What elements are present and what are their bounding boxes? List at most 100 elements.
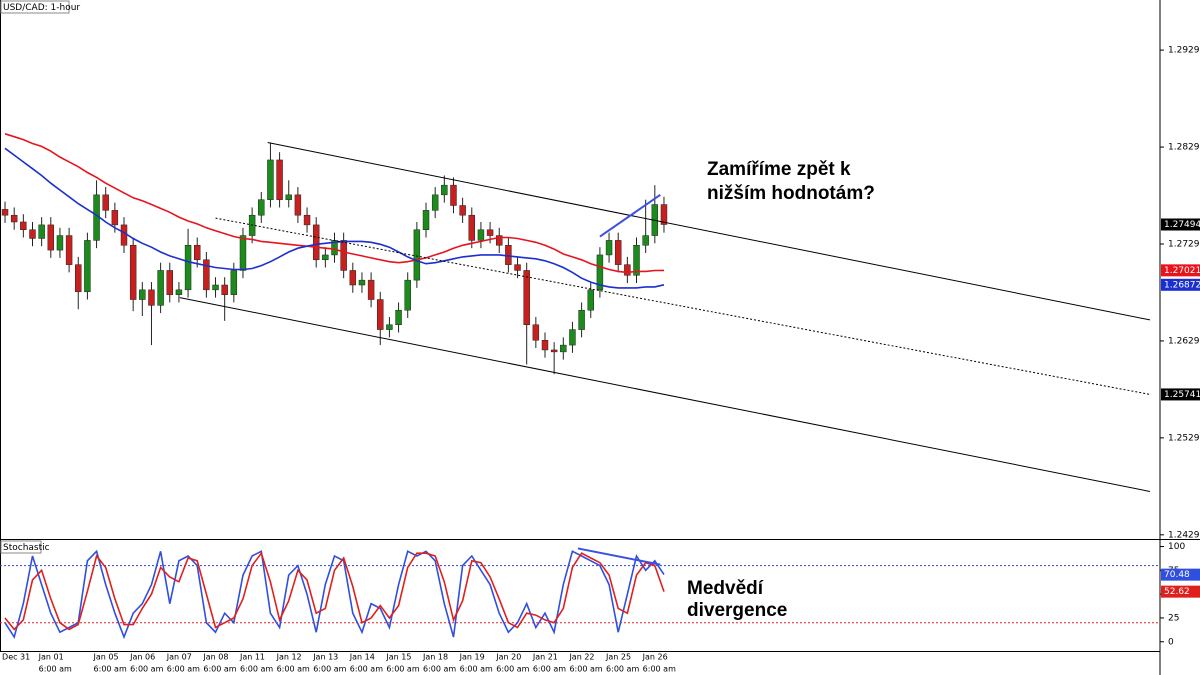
x-tick-label: 6:00 am <box>313 665 346 674</box>
price-tag-box <box>1161 218 1200 231</box>
candle-body <box>20 221 27 230</box>
x-tick-label: 6:00 am <box>569 665 602 674</box>
candle-body <box>514 264 521 271</box>
candle-body <box>422 210 430 230</box>
price-tag-box <box>1161 264 1200 277</box>
candle-body <box>404 279 411 311</box>
y-tick-label: 1.29293 <box>1168 46 1200 56</box>
x-tick-label: 6:00 am <box>240 665 273 674</box>
candle-body <box>276 159 283 200</box>
x-tick-label: Jan 05 <box>93 653 119 662</box>
candle-body <box>221 284 228 295</box>
x-tick-label: 6:00 am <box>643 665 676 674</box>
x-tick-label: Jan 20 <box>495 653 521 662</box>
annotation: nižším hodnotám? <box>707 183 875 204</box>
candle-body <box>294 194 302 216</box>
price-tag: 52.62 <box>1164 587 1190 597</box>
x-tick-label: 6:00 am <box>203 665 236 674</box>
candle-body <box>496 235 503 246</box>
candle-body <box>477 229 485 241</box>
candle-body <box>413 229 421 281</box>
x-tick-label: 6:00 am <box>386 665 419 674</box>
annotation: Medvědí <box>687 578 764 599</box>
candle-body <box>120 224 128 246</box>
candle-body <box>175 289 183 295</box>
candle-body <box>47 224 55 251</box>
candle-body <box>367 279 375 300</box>
y-tick-label: 1.27293 <box>1168 239 1200 249</box>
title-box <box>0 0 70 14</box>
candle-body <box>569 329 576 346</box>
y-tick-label: 1.28293 <box>1168 143 1200 153</box>
x-tick-label: Jan 12 <box>276 653 302 662</box>
candle-body <box>75 264 82 293</box>
x-tick-label: 6:00 am <box>496 665 529 674</box>
x-tick-label: Jan 26 <box>642 653 668 662</box>
candle-body <box>239 235 247 271</box>
x-tick-label: Jan 08 <box>202 653 228 662</box>
candle-body <box>303 214 311 226</box>
candle-body <box>139 289 146 300</box>
candle-body <box>624 264 631 276</box>
candle-body <box>358 279 366 286</box>
price-tag-box <box>1161 568 1200 581</box>
y-tick-label: 1.24293 <box>1168 530 1200 540</box>
candle-body <box>614 240 622 265</box>
x-tick-label: 6:00 am <box>94 665 127 674</box>
x-tick-label: 6:00 am <box>533 665 566 674</box>
candle-body <box>587 289 594 311</box>
x-tick-label: 6:00 am <box>167 665 200 674</box>
candle-body <box>111 210 119 226</box>
candle-body <box>230 270 238 295</box>
candle-body <box>157 270 164 306</box>
y-tick-label: 1.25293 <box>1168 433 1200 443</box>
candle-body <box>322 254 329 261</box>
price-tag-box <box>1161 388 1200 401</box>
candle-body <box>395 309 402 325</box>
x-tick-label: 6:00 am <box>130 665 163 674</box>
x-tick-label: 6:00 am <box>460 665 493 674</box>
candle-body <box>184 245 192 291</box>
candle-body <box>486 229 494 236</box>
x-tick-label: 6:00 am <box>606 665 639 674</box>
x-tick-label: Jan 22 <box>568 653 594 662</box>
x-tick-label: Dec 31 <box>2 653 30 662</box>
x-tick-label: Jan 11 <box>239 653 265 662</box>
candle-body <box>258 199 265 216</box>
candle-body <box>660 204 668 225</box>
candle-body <box>129 245 137 300</box>
candle-body <box>102 194 109 211</box>
x-tick-label: Jan 25 <box>605 653 631 662</box>
candle-body <box>148 289 155 306</box>
y-tick-label: 100 <box>1168 542 1185 552</box>
x-tick-label: Jan 19 <box>459 653 485 662</box>
x-tick-label: Jan 01 <box>38 653 64 662</box>
candle-body <box>38 224 45 239</box>
candle-body <box>596 254 604 291</box>
candle-body <box>541 339 549 351</box>
y-tick-label: 25 <box>1168 613 1179 623</box>
moving-average <box>4 133 665 274</box>
trend-line <box>215 217 1151 395</box>
price-tag-box <box>1161 585 1200 598</box>
x-tick-label: 6:00 am <box>350 665 383 674</box>
candle-body <box>312 224 320 261</box>
x-tick-label: Jan 18 <box>422 653 448 662</box>
candle-body <box>386 324 393 330</box>
candle-body <box>10 214 18 223</box>
candle-body <box>578 309 585 330</box>
chart-title: USD/CAD: 1-hour <box>3 3 80 13</box>
price-tag: 1.27494 <box>1164 220 1200 230</box>
y-tick-label: 0 <box>1168 637 1174 647</box>
candle-body <box>29 229 36 239</box>
candle-body <box>550 349 558 353</box>
x-tick-label: Jan 13 <box>312 653 338 662</box>
stochastic-line <box>4 549 665 640</box>
candle-body <box>532 324 540 341</box>
x-tick-label: Jan 07 <box>166 653 192 662</box>
candle-body <box>459 205 466 216</box>
candle-body <box>65 235 73 265</box>
candle-body <box>560 344 567 353</box>
